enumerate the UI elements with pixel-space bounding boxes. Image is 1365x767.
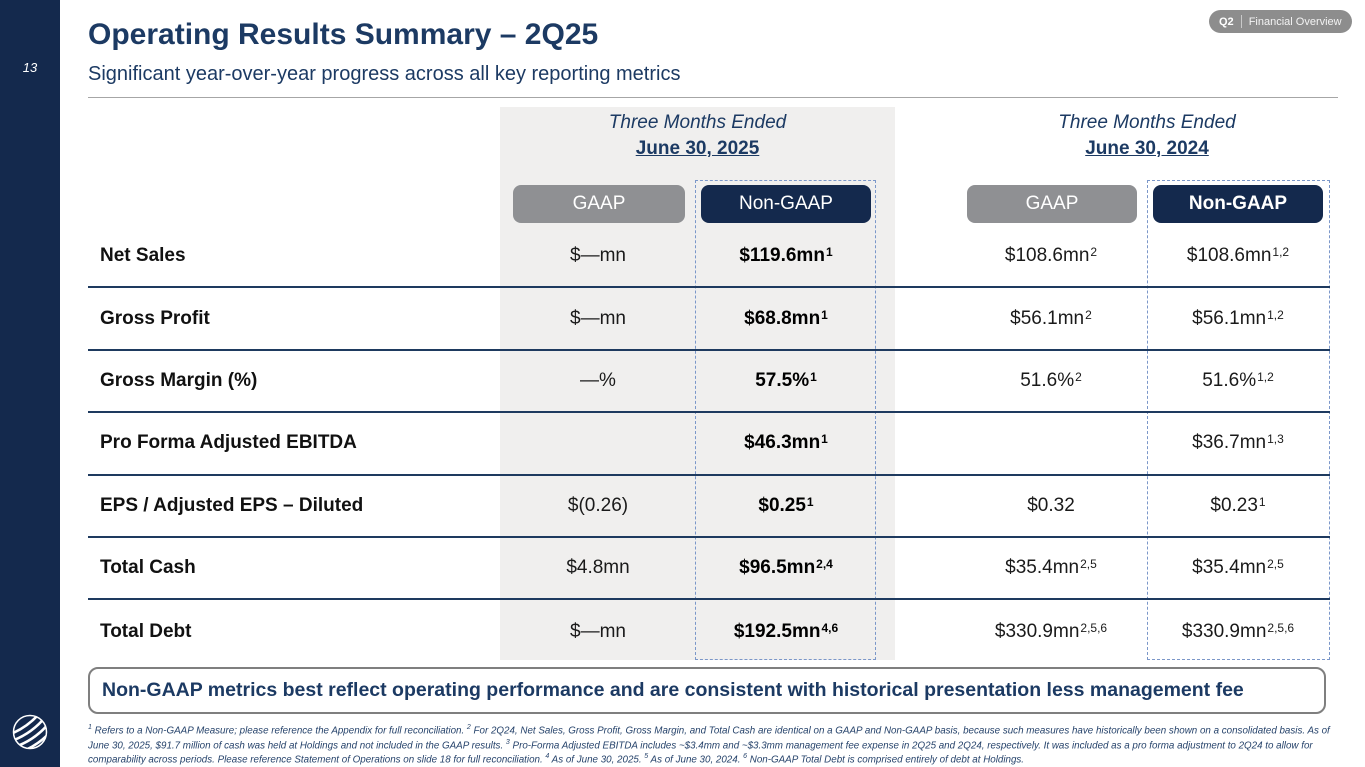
- cell-nongaap-2024: $36.7mn 1,3: [1192, 432, 1284, 454]
- gaap-2024-pill: GAAP: [967, 185, 1137, 223]
- results-table: Net Sales $—mn $119.6mn 1 $108.6mn 2 $108.6mn 1…: [88, 226, 1330, 663]
- section-badge: Q2 Financial Overview: [1209, 10, 1352, 33]
- cell-gaap-2025: $4.8mn: [566, 557, 630, 579]
- row-label: Total Debt: [100, 620, 192, 642]
- row-label: Net Sales: [100, 245, 186, 267]
- cell-nongaap-2025: $46.3mn 1: [744, 432, 828, 454]
- table-row: Net Sales $—mn $119.6mn 1 $108.6mn 2 $108.6mn 1…: [88, 226, 1330, 289]
- period-2025-line1: Three Months Ended: [608, 112, 787, 133]
- badge-label: Financial Overview: [1248, 15, 1342, 28]
- table-row: Gross Margin (%) —% 57.5% 1 51.6% 2 51.6% 1,2: [88, 351, 1330, 414]
- cell-gaap-2024: $330.9mn 2,5,6: [994, 620, 1108, 642]
- nongaap-2024-outline: [1147, 180, 1330, 660]
- cell-nongaap-2024: $56.1mn 1,2: [1192, 307, 1284, 329]
- cell-nongaap-2025: $0.25 1: [758, 494, 814, 516]
- cell-nongaap-2025: 57.5% 1: [755, 369, 817, 391]
- key-message-banner: Non-GAAP metrics best reflect operating …: [88, 667, 1326, 714]
- footnotes: 1 Refers to a Non-GAAP Measure; please r…: [88, 724, 1330, 766]
- page-title: Operating Results Summary – 2Q25: [88, 18, 599, 51]
- cell-gaap-2025: $—mn: [570, 620, 626, 642]
- footnote-marker: 2: [466, 724, 471, 731]
- period-header-2025: Three Months Ended June 30, 2025: [500, 112, 895, 160]
- period-2025-line2: June 30, 2025: [635, 138, 760, 159]
- cell-nongaap-2025: $96.5mn 2,4: [739, 557, 833, 579]
- cell-gaap-2025: [500, 413, 696, 473]
- cell-nongaap-2024: $330.9mn 2,5,6: [1181, 620, 1295, 642]
- cell-gaap-2024: $0.32: [1027, 494, 1075, 516]
- page-subtitle: Significant year-over-year progress acro…: [88, 63, 681, 85]
- cell-gaap-2025: —%: [580, 369, 616, 391]
- table-row: Pro Forma Adjusted EBITDA $46.3mn 1 $36.7mn…: [88, 413, 1330, 476]
- table-row: Total Debt $—mn $192.5mn 4,6 $330.9mn 2,5,6 $3…: [88, 600, 1330, 662]
- company-logo-icon: [7, 709, 53, 755]
- nongaap-2025-pill: Non-GAAP: [701, 185, 871, 223]
- nongaap-2025-outline: [695, 180, 876, 660]
- period-2024-line2: June 30, 2024: [1085, 138, 1209, 159]
- badge-divider: [1240, 15, 1242, 28]
- cell-gaap-2024: $35.4mn 2,5: [1005, 557, 1097, 579]
- cell-nongaap-2025: $192.5mn 4,6: [733, 620, 839, 642]
- period-2024-line1: Three Months Ended: [1058, 112, 1236, 133]
- table-row: EPS / Adjusted EPS – Diluted $(0.26) $0.25…: [88, 476, 1330, 538]
- cell-nongaap-2024: $0.23 1: [1210, 494, 1266, 516]
- cell-nongaap-2025: $119.6mn 1: [739, 245, 833, 267]
- nongaap-2024-pill: Non-GAAP: [1153, 185, 1323, 223]
- row-label: EPS / Adjusted EPS – Diluted: [100, 494, 364, 516]
- cell-gaap-2024: 51.6% 2: [1020, 369, 1082, 391]
- period-header-2024: Three Months Ended June 30, 2024: [950, 112, 1344, 160]
- row-label: Gross Profit: [100, 307, 210, 329]
- row-label: Pro Forma Adjusted EBITDA: [100, 432, 357, 454]
- row-label: Gross Margin (%): [100, 369, 258, 391]
- cell-nongaap-2024: $108.6mn 1,2: [1186, 245, 1290, 267]
- cell-nongaap-2024: $35.4mn 2,5: [1192, 557, 1284, 579]
- cell-gaap-2025: $(0.26): [567, 494, 629, 516]
- footnote-marker: 6: [743, 753, 748, 761]
- footnote-marker: 5: [644, 753, 649, 761]
- table-row: Gross Profit $—mn $68.8mn 1 $56.1mn 2 $56.1mn 1…: [88, 288, 1330, 351]
- cell-gaap-2025: $—mn: [570, 245, 626, 267]
- footnote-marker: 4: [545, 753, 550, 761]
- table-row: Total Cash $4.8mn $96.5mn 2,4 $35.4mn 2,5 $35.…: [88, 538, 1330, 601]
- footnote-marker: 3: [505, 738, 510, 746]
- cell-nongaap-2024: 51.6% 1,2: [1202, 369, 1274, 391]
- cell-gaap-2024: $56.1mn 2: [1010, 307, 1092, 329]
- sidebar: 13: [0, 0, 60, 767]
- cell-nongaap-2025: $68.8mn 1: [744, 307, 828, 329]
- cell-gaap-2025: $—mn: [570, 307, 626, 329]
- gaap-2025-pill: GAAP: [513, 185, 685, 223]
- footnote-marker: 1: [88, 724, 92, 731]
- row-label: Total Cash: [100, 557, 196, 579]
- cell-gaap-2024: [961, 413, 1141, 473]
- title-divider: [88, 97, 1338, 98]
- page-number: 13: [22, 60, 38, 75]
- badge-quarter: Q2: [1219, 15, 1234, 28]
- cell-gaap-2024: $108.6mn 2: [1004, 245, 1098, 267]
- key-message-text: Non-GAAP metrics best reflect operating …: [102, 679, 1244, 701]
